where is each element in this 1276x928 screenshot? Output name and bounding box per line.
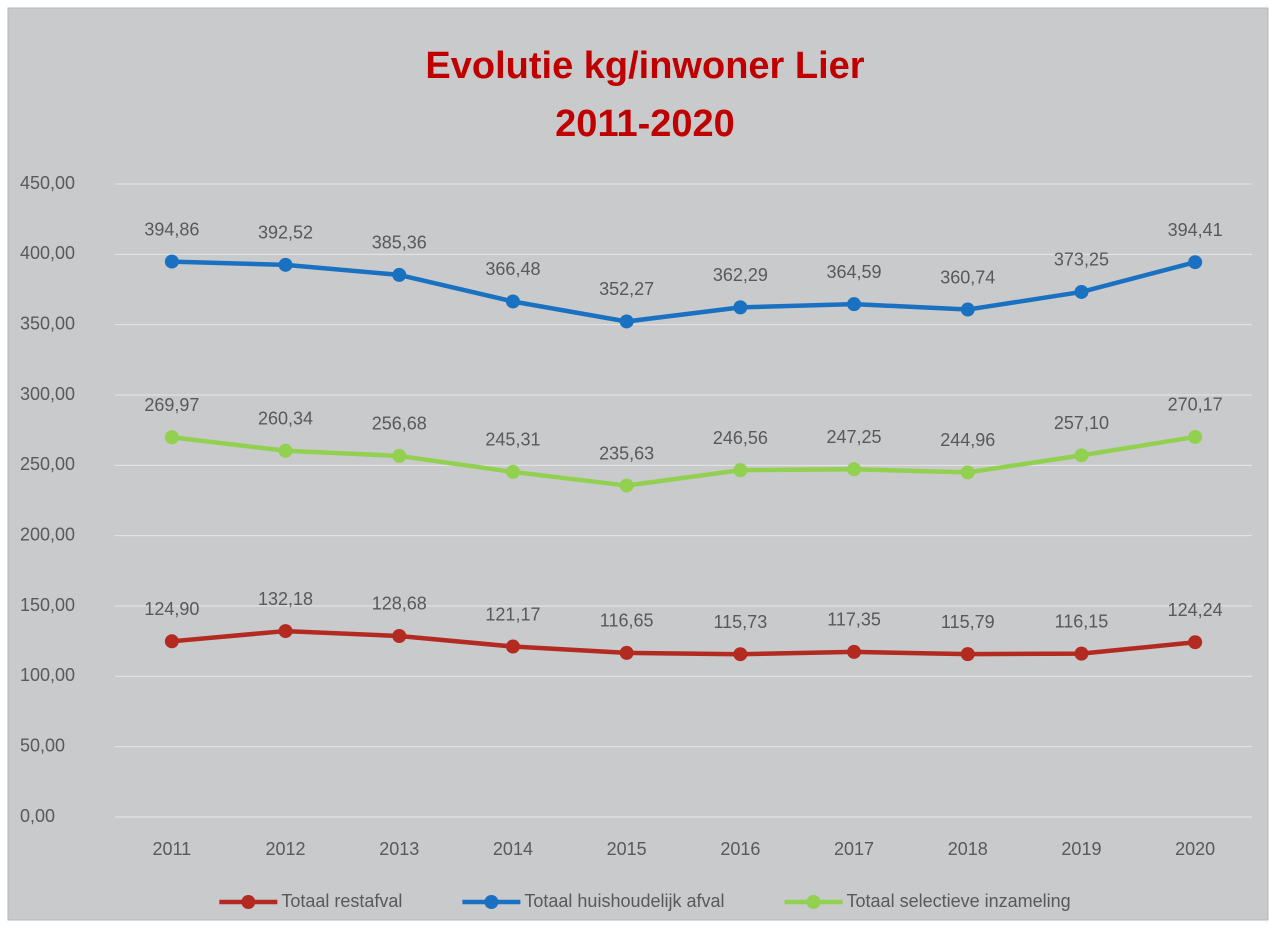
- data-label: 247,25: [827, 427, 882, 447]
- y-tick-label: 100,00: [20, 665, 75, 685]
- data-point: [1188, 255, 1203, 270]
- data-label: 364,59: [827, 262, 882, 282]
- data-label: 121,17: [485, 604, 540, 624]
- chart-area: [7, 7, 1269, 921]
- data-label: 392,52: [258, 223, 313, 243]
- data-point: [733, 647, 748, 662]
- data-point: [733, 300, 748, 315]
- data-point: [619, 645, 634, 660]
- data-point: [1074, 646, 1089, 661]
- data-point: [278, 443, 293, 458]
- series-line: [171, 434, 1196, 488]
- data-label: 246,56: [713, 428, 768, 448]
- series-line: [171, 259, 1196, 324]
- data-label: 257,10: [1054, 413, 1109, 433]
- y-tick-label: 50,00: [20, 735, 65, 755]
- data-label: 116,15: [1055, 611, 1109, 631]
- data-point: [619, 478, 634, 493]
- data-point: [960, 302, 975, 317]
- data-point: [847, 644, 862, 659]
- data-label: 244,96: [940, 430, 995, 450]
- data-point: [164, 634, 179, 649]
- data-label: 394,86: [144, 219, 199, 239]
- data-point: [1188, 429, 1203, 444]
- x-tick-label: 2019: [1061, 839, 1101, 859]
- data-label: 132,18: [258, 589, 313, 609]
- legend-label: Totaal selectieve inzameling: [847, 891, 1071, 911]
- data-label: 270,17: [1168, 395, 1223, 415]
- data-point: [278, 624, 293, 639]
- legend-label: Totaal restafval: [281, 891, 402, 911]
- y-tick-label: 0,00: [20, 806, 55, 826]
- data-label: 366,48: [485, 259, 540, 279]
- y-tick-label: 300,00: [20, 384, 75, 404]
- data-label: 124,24: [1168, 600, 1223, 620]
- x-tick-label: 2013: [379, 839, 419, 859]
- data-point: [392, 267, 407, 282]
- data-point: [392, 448, 407, 463]
- data-point: [1074, 284, 1089, 299]
- data-label: 115,73: [713, 612, 767, 632]
- legend-marker: [806, 895, 821, 909]
- data-label: 352,27: [599, 279, 654, 299]
- data-point: [619, 314, 634, 329]
- data-label: 256,68: [372, 414, 427, 434]
- data-point: [392, 628, 407, 643]
- legend-marker: [484, 895, 499, 909]
- legend-marker: [241, 895, 256, 909]
- data-label: 117,35: [827, 610, 881, 630]
- data-label: 260,34: [258, 409, 313, 429]
- x-tick-label: 2018: [948, 839, 988, 859]
- data-label: 385,36: [372, 233, 427, 253]
- data-point: [164, 254, 179, 269]
- data-point: [733, 463, 748, 478]
- y-tick-label: 250,00: [20, 454, 75, 474]
- data-point: [164, 430, 179, 445]
- y-tick-label: 350,00: [20, 313, 75, 333]
- y-tick-label: 450,00: [20, 173, 75, 193]
- y-tick-label: 400,00: [20, 243, 75, 263]
- data-label: 128,68: [372, 594, 427, 614]
- x-tick-label: 2017: [834, 839, 874, 859]
- x-tick-label: 2020: [1175, 839, 1215, 859]
- x-tick-label: 2012: [266, 839, 306, 859]
- data-point: [1188, 635, 1203, 650]
- chart-subtitle: 2011-2020: [555, 103, 735, 145]
- data-label: 235,63: [599, 443, 654, 463]
- data-point: [505, 294, 520, 309]
- legend-label: Totaal huishoudelijk afval: [524, 891, 724, 911]
- data-point: [847, 462, 862, 477]
- data-label: 124,90: [144, 599, 199, 619]
- data-label: 116,65: [600, 611, 654, 631]
- x-tick-label: 2016: [720, 839, 760, 859]
- data-label: 360,74: [940, 267, 995, 287]
- data-point: [960, 647, 975, 662]
- data-label: 373,25: [1054, 250, 1109, 270]
- data-label: 115,79: [941, 612, 995, 632]
- data-label: 362,29: [713, 265, 768, 285]
- data-label: 245,31: [485, 430, 540, 450]
- data-label: 394,41: [1168, 220, 1223, 240]
- data-point: [505, 464, 520, 479]
- y-tick-label: 150,00: [20, 595, 75, 615]
- data-point: [1074, 448, 1089, 463]
- data-point: [847, 297, 862, 312]
- x-tick-label: 2011: [152, 839, 191, 859]
- data-point: [505, 639, 520, 654]
- data-label: 269,97: [144, 395, 199, 415]
- data-point: [960, 465, 975, 480]
- series-line: [171, 628, 1196, 657]
- data-point: [278, 257, 293, 272]
- x-tick-label: 2015: [607, 839, 647, 859]
- chart-title: Evolutie kg/inwoner Lier: [425, 45, 864, 87]
- x-tick-label: 2014: [493, 839, 533, 859]
- y-tick-label: 200,00: [20, 524, 75, 544]
